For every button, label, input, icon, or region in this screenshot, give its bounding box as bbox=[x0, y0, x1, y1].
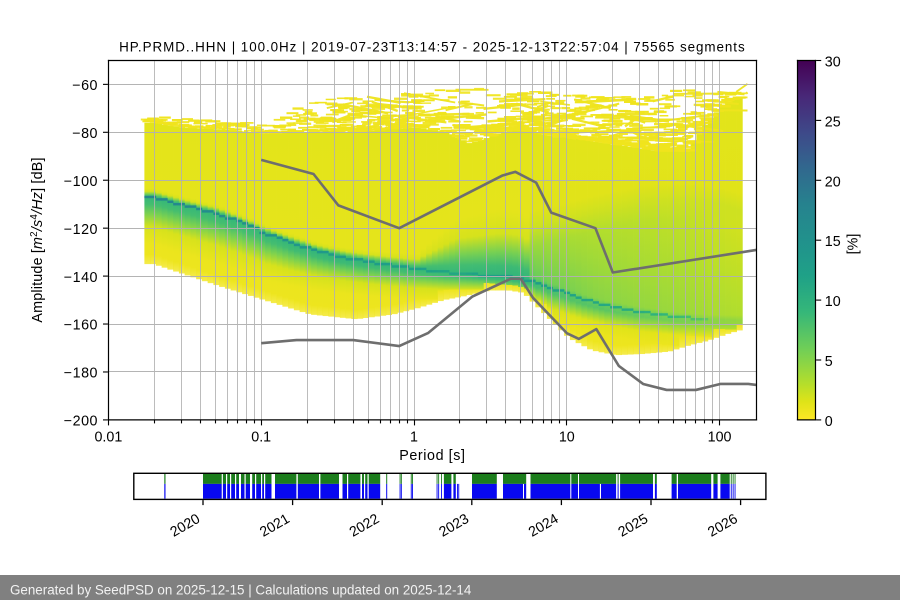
svg-text:0.01: 0.01 bbox=[94, 430, 122, 446]
svg-text:−120: −120 bbox=[64, 222, 98, 238]
svg-text:0: 0 bbox=[825, 414, 833, 430]
svg-text:5: 5 bbox=[825, 354, 833, 370]
svg-text:100: 100 bbox=[708, 430, 732, 446]
svg-text:10: 10 bbox=[559, 430, 575, 446]
svg-text:20: 20 bbox=[825, 174, 841, 190]
svg-text:−80: −80 bbox=[72, 126, 98, 142]
svg-text:30: 30 bbox=[825, 55, 841, 71]
svg-text:15: 15 bbox=[825, 234, 841, 250]
svg-text:10: 10 bbox=[825, 294, 841, 310]
svg-text:0.1: 0.1 bbox=[251, 430, 271, 446]
svg-text:[%]: [%] bbox=[846, 234, 862, 255]
svg-text:HP.PRMD..HHN | 100.0Hz | 2019-: HP.PRMD..HHN | 100.0Hz | 2019-07-23T13:1… bbox=[119, 40, 745, 55]
svg-text:1: 1 bbox=[410, 430, 418, 446]
svg-text:Period [s]: Period [s] bbox=[399, 448, 465, 464]
svg-text:−160: −160 bbox=[64, 318, 98, 334]
svg-text:−180: −180 bbox=[64, 366, 98, 382]
svg-text:−60: −60 bbox=[72, 78, 98, 94]
svg-text:Amplitude [m2/s4/Hz] [dB]: Amplitude [m2/s4/Hz] [dB] bbox=[29, 157, 46, 322]
svg-text:Generated by SeedPSD on 2025-1: Generated by SeedPSD on 2025-12-15 | Cal… bbox=[10, 583, 472, 598]
svg-text:−140: −140 bbox=[64, 270, 98, 286]
svg-text:25: 25 bbox=[825, 114, 841, 130]
svg-text:−200: −200 bbox=[64, 414, 98, 430]
svg-text:−100: −100 bbox=[64, 174, 98, 190]
